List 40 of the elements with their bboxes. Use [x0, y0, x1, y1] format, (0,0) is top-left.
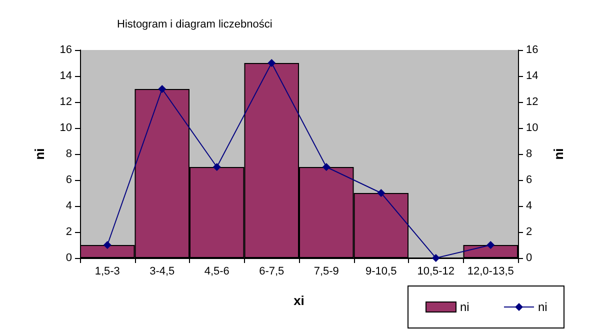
y2-tick-label: 6 — [526, 174, 532, 186]
point — [268, 59, 276, 67]
y-tick-label: 10 — [60, 122, 72, 134]
y2-tick-label: 8 — [526, 148, 532, 160]
y-tick-label: 16 — [60, 44, 72, 56]
y2-tick-label: 4 — [526, 200, 532, 212]
y2-tick-label: 14 — [526, 70, 538, 82]
point — [432, 254, 440, 262]
x-tick-label: 10,5-12 — [417, 266, 455, 278]
x-tick-label: 7,5-9 — [314, 266, 339, 278]
point — [377, 189, 386, 197]
x-axis-title: xi — [294, 293, 304, 308]
point — [158, 85, 166, 93]
y2-tick-label: 16 — [526, 44, 538, 56]
y2-tick-label: 2 — [526, 226, 532, 238]
y-axis-title: ni — [32, 148, 47, 160]
x-tick-label: 1,5-3 — [94, 266, 120, 278]
x-tick-label: 9-10,5 — [366, 266, 397, 278]
legend-label: ni — [460, 300, 470, 314]
y2-tick-label: 10 — [526, 122, 538, 134]
y-tick-label: 6 — [66, 174, 72, 186]
y2-axis-title: ni — [551, 148, 566, 160]
chart-title: Histogram i diagram liczebności — [117, 18, 272, 30]
legend-label: ni — [538, 300, 548, 314]
y-tick-label: 0 — [66, 252, 72, 264]
y-tick-label: 2 — [66, 226, 72, 238]
x-tick-label: 12,0-13,5 — [467, 266, 514, 278]
y-tick-label: 4 — [66, 200, 72, 212]
x-tick-label: 4,5-6 — [204, 266, 230, 278]
point — [486, 241, 495, 249]
point — [103, 241, 112, 249]
point — [322, 163, 330, 171]
y-tick-label: 12 — [60, 96, 72, 108]
y-tick-label: 8 — [66, 148, 72, 160]
x-tick-label: 3-4,5 — [150, 266, 175, 278]
y-tick-label: 14 — [60, 70, 72, 82]
y2-tick-label: 12 — [526, 96, 538, 108]
point — [212, 163, 221, 171]
x-tick-label: 6-7,5 — [259, 266, 284, 278]
y2-tick-label: 0 — [526, 252, 532, 264]
